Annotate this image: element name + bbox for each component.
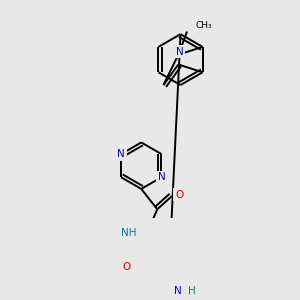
Text: N: N — [176, 47, 184, 57]
Text: NH: NH — [122, 227, 137, 238]
Text: O: O — [175, 190, 183, 200]
Text: N: N — [117, 149, 125, 159]
Text: N: N — [175, 286, 182, 296]
Text: CH₃: CH₃ — [196, 21, 212, 30]
Text: N: N — [158, 172, 165, 182]
Text: H: H — [188, 286, 195, 296]
Text: O: O — [123, 262, 131, 272]
